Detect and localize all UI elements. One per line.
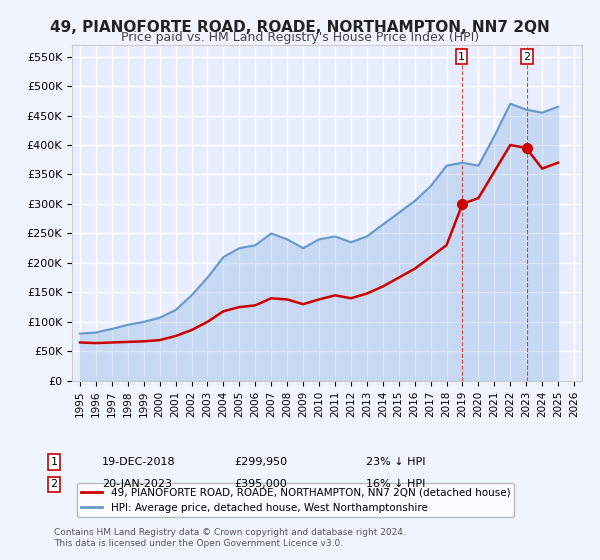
Text: 1: 1 [458, 52, 465, 62]
Text: Price paid vs. HM Land Registry's House Price Index (HPI): Price paid vs. HM Land Registry's House … [121, 31, 479, 44]
Text: £299,950: £299,950 [234, 457, 287, 467]
Text: 16% ↓ HPI: 16% ↓ HPI [366, 479, 425, 489]
Text: 2: 2 [50, 479, 58, 489]
Text: 20-JAN-2023: 20-JAN-2023 [102, 479, 172, 489]
Text: 19-DEC-2018: 19-DEC-2018 [102, 457, 176, 467]
Text: 49, PIANOFORTE ROAD, ROADE, NORTHAMPTON, NN7 2QN: 49, PIANOFORTE ROAD, ROADE, NORTHAMPTON,… [50, 20, 550, 35]
Text: 2: 2 [523, 52, 530, 62]
Legend: 49, PIANOFORTE ROAD, ROADE, NORTHAMPTON, NN7 2QN (detached house), HPI: Average : 49, PIANOFORTE ROAD, ROADE, NORTHAMPTON,… [77, 483, 514, 517]
Text: 1: 1 [50, 457, 58, 467]
Text: Contains HM Land Registry data © Crown copyright and database right 2024.
This d: Contains HM Land Registry data © Crown c… [54, 528, 406, 548]
Text: 23% ↓ HPI: 23% ↓ HPI [366, 457, 425, 467]
Text: £395,000: £395,000 [234, 479, 287, 489]
